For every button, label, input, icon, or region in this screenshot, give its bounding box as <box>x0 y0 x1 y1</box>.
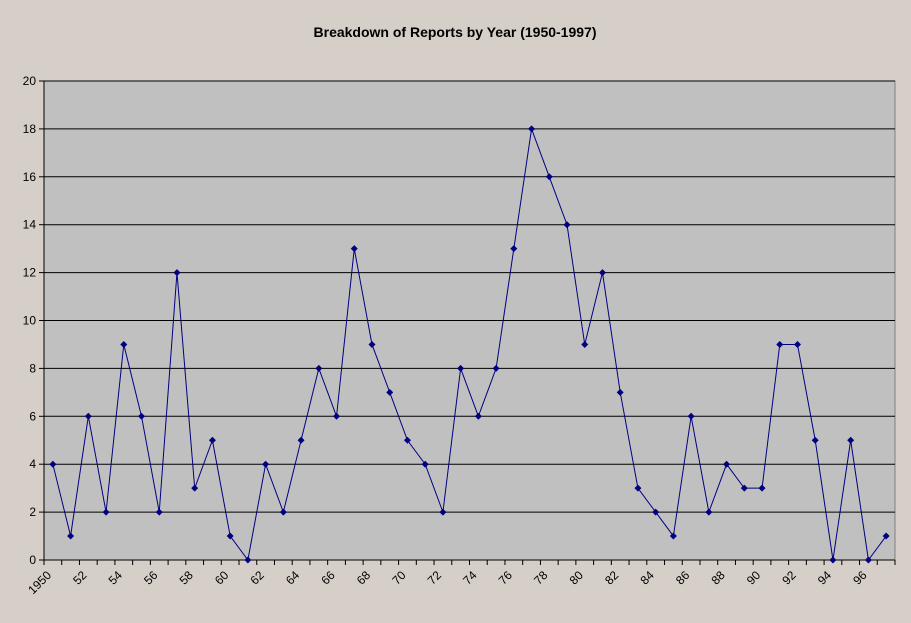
y-tick-label: 20 <box>23 74 37 88</box>
y-tick-label: 0 <box>29 553 36 567</box>
data-point <box>386 388 394 396</box>
x-tick-label: 92 <box>779 568 799 588</box>
data-point <box>279 508 287 516</box>
data-point <box>634 484 642 492</box>
x-tick-label: 78 <box>531 568 551 588</box>
x-tick-label: 68 <box>354 568 374 588</box>
y-tick-label: 10 <box>23 314 37 328</box>
data-point <box>102 508 110 516</box>
x-tick-label: 80 <box>567 568 587 588</box>
data-point <box>84 412 92 420</box>
x-tick-label: 54 <box>106 568 126 588</box>
data-point <box>776 340 784 348</box>
x-tick-label: 86 <box>673 568 693 588</box>
x-tick-label: 84 <box>638 568 658 588</box>
data-point <box>49 460 57 468</box>
data-point <box>350 245 358 253</box>
data-point <box>333 412 341 420</box>
data-point <box>669 532 677 540</box>
data-point <box>705 508 713 516</box>
x-tick-label: 60 <box>212 568 232 588</box>
x-tick-label: 52 <box>70 568 90 588</box>
data-point <box>882 532 890 540</box>
chart-title: Breakdown of Reports by Year (1950-1997) <box>314 24 597 40</box>
data-point <box>492 364 500 372</box>
data-point <box>598 269 606 277</box>
data-point <box>758 484 766 492</box>
data-point <box>297 436 305 444</box>
data-point <box>315 364 323 372</box>
y-tick-label: 2 <box>29 505 36 519</box>
x-tick-label: 96 <box>850 568 870 588</box>
data-point <box>581 340 589 348</box>
x-tick-label: 1950 <box>25 568 54 597</box>
data-point <box>811 436 819 444</box>
y-tick-label: 6 <box>29 409 36 423</box>
x-tick-label: 90 <box>744 568 764 588</box>
x-tick-label: 82 <box>602 568 622 588</box>
data-point <box>545 173 553 181</box>
y-tick-label: 14 <box>23 218 37 232</box>
x-tick-label: 62 <box>247 568 267 588</box>
data-point <box>652 508 660 516</box>
data-point <box>847 436 855 444</box>
y-tick-label: 16 <box>23 170 37 184</box>
x-tick-label: 64 <box>283 568 303 588</box>
data-point <box>723 460 731 468</box>
y-tick-label: 12 <box>23 266 37 280</box>
data-point <box>829 556 837 564</box>
data-point <box>740 484 748 492</box>
data-point <box>687 412 695 420</box>
data-point <box>793 340 801 348</box>
y-tick-label: 18 <box>23 122 37 136</box>
data-point <box>528 125 536 133</box>
data-point <box>439 508 447 516</box>
y-tick-label: 4 <box>29 457 36 471</box>
x-tick-label: 66 <box>318 568 338 588</box>
x-tick-label: 94 <box>815 568 835 588</box>
x-tick-label: 76 <box>496 568 516 588</box>
data-point <box>244 556 252 564</box>
data-point <box>457 364 465 372</box>
data-point <box>120 340 128 348</box>
data-point <box>191 484 199 492</box>
x-tick-label: 72 <box>425 568 445 588</box>
x-tick-label: 74 <box>460 568 480 588</box>
data-point <box>510 245 518 253</box>
data-point <box>403 436 411 444</box>
data-point <box>864 556 872 564</box>
y-tick-label: 8 <box>29 361 36 375</box>
data-point <box>474 412 482 420</box>
data-point <box>138 412 146 420</box>
data-point <box>262 460 270 468</box>
data-point <box>368 340 376 348</box>
x-tick-label: 70 <box>389 568 409 588</box>
data-point <box>155 508 163 516</box>
data-point <box>421 460 429 468</box>
data-point <box>208 436 216 444</box>
data-point <box>173 269 181 277</box>
x-tick-label: 56 <box>141 568 161 588</box>
x-tick-label: 88 <box>708 568 728 588</box>
data-point <box>67 532 75 540</box>
data-point <box>563 221 571 229</box>
x-tick-label: 58 <box>177 568 197 588</box>
data-point <box>226 532 234 540</box>
data-point <box>616 388 624 396</box>
